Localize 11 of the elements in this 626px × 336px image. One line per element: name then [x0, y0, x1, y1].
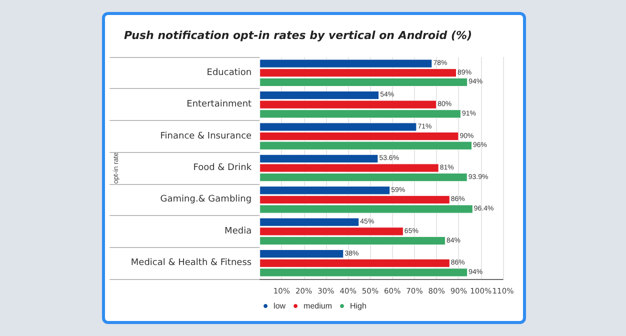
y-tick-label: Finance & Insurance [160, 131, 252, 142]
y-tick-label: Media [224, 226, 252, 236]
y-tick-label: Medical & Health & Fitness [130, 258, 252, 268]
y-tick-label: Gaming.& Gambling [160, 194, 252, 205]
y-tick-label: Education [206, 68, 252, 78]
legend-label: medium [304, 302, 332, 310]
legend-label: low [274, 302, 286, 310]
chart-title: Push notification opt-in rates by vertical on Android (%) [124, 29, 472, 42]
y-tick-label: Food & Drink [193, 163, 252, 173]
legend-label: High [350, 302, 366, 310]
y-tick-label: Entertainment [186, 100, 252, 110]
